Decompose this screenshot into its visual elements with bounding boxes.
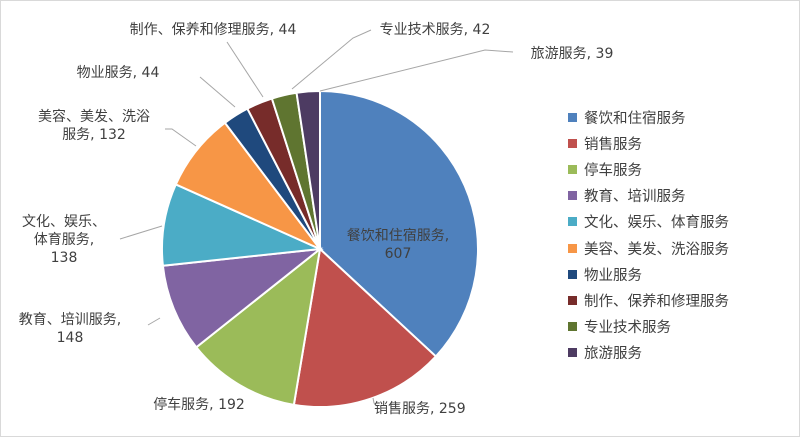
leader-line [147,317,161,326]
slice-label-line: 服务, 132 [62,127,126,143]
legend-item: 美容、美发、洗浴服务 [568,235,788,261]
slice-label-line: 专业技术服务, 42 [380,22,491,38]
legend-swatch [568,348,577,358]
slice-label-line: 138 [51,250,78,266]
slice-label: 旅游服务, 39 [531,46,614,62]
pie-slice [194,246,322,406]
slice-label: 物业服务, 44 [77,65,160,81]
legend-item: 教育、培训服务 [568,183,788,209]
legend-item: 旅游服务 [568,340,788,366]
slice-label-line: 旅游服务, 39 [531,46,614,62]
legend-swatch [568,295,577,305]
legend-swatch [568,243,577,253]
legend-label: 专业技术服务 [584,320,671,337]
slice-label-line: 教育、培训服务, [19,312,121,328]
slice-label-line: 停车服务, 192 [153,396,245,413]
legend-swatch [568,138,577,148]
leader-line [319,49,514,92]
legend-item: 专业技术服务 [568,314,788,340]
slice-label: 餐饮和住宿服务, 607 [347,227,449,262]
legend-item: 停车服务 [568,156,788,182]
leader-lines [119,29,514,406]
legend-label: 停车服务 [584,162,642,179]
legend-swatch [568,322,577,332]
legend-label: 制作、保养和修理服务 [584,293,729,310]
slice-label: 专业技术服务, 42 [380,22,491,38]
leader-line [199,76,236,108]
leader-line [291,29,372,90]
pie-slice [319,89,479,358]
legend-label: 文化、娱乐、体育服务 [584,215,729,232]
pie-slice [161,247,324,349]
legend-item: 餐饮和住宿服务 [568,104,788,130]
legend-label: 教育、培训服务 [584,189,686,206]
legend-item: 文化、娱乐、体育服务 [568,209,788,235]
slice-label-line: 销售服务, 259 [374,401,466,417]
legend-label: 物业服务 [584,267,642,284]
legend-label: 餐饮和住宿服务 [584,110,686,127]
slice-label: 销售服务, 259 [374,401,466,417]
legend-swatch [568,217,577,227]
leader-line [372,397,377,406]
slice-labels: 餐饮和住宿服务, 607 销售服务, 259 停车服务, 192 教育、培训服务, 148… [19,22,614,417]
slice-label-line: 607 [385,246,412,262]
legend-label: 旅游服务 [584,346,642,363]
legend-label: 美容、美发、洗浴服务 [584,241,729,258]
slice-label: 美容、美发、洗浴服务, 132 [38,108,150,143]
slice-label-line: 餐饮和住宿服务, [347,227,449,244]
legend-swatch [568,164,577,174]
leader-line [165,128,197,147]
slice-label: 文化、娱乐、体育服务, 138 [22,214,106,266]
slice-label: 教育、培训服务, 148 [19,312,121,346]
legend: 餐饮和住宿服务 销售服务 停车服务 教育、培训服务 文化、娱乐、体育服务 美容、… [568,104,788,366]
pie-slice [295,89,321,250]
legend-swatch [568,269,577,279]
pie-slices [161,89,479,408]
pie-slice [292,247,438,408]
slice-label-line: 物业服务, 44 [77,65,160,81]
legend-swatch [568,112,577,122]
slice-label: 停车服务, 192 [153,396,245,413]
slice-label-line: 美容、美发、洗浴 [38,108,150,125]
legend-swatch [568,191,577,201]
legend-item: 制作、保养和修理服务 [568,287,788,313]
slice-label: 制作、保养和修理服务, 44 [130,22,297,38]
slice-label-line: 体育服务, [34,232,94,248]
slice-label-line: 制作、保养和修理服务, 44 [130,22,297,38]
slice-label-line: 文化、娱乐、 [22,214,106,230]
leader-line [226,41,264,98]
legend-label: 销售服务 [584,136,642,153]
legend-item: 销售服务 [568,130,788,156]
legend-item: 物业服务 [568,261,788,287]
slice-label-line: 148 [57,330,84,346]
leader-line [119,225,163,240]
